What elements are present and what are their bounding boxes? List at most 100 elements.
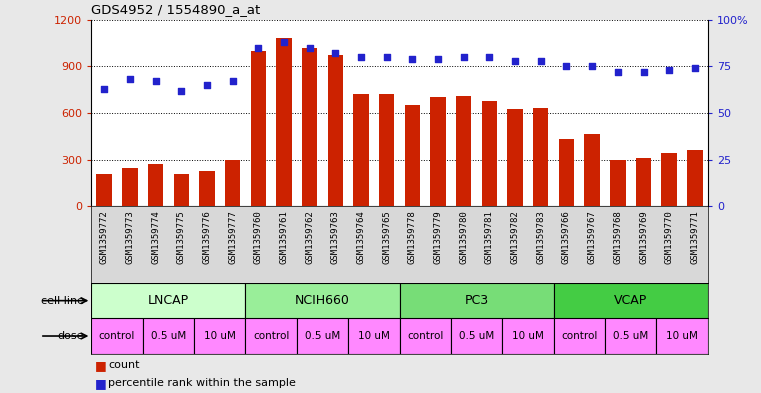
Bar bbox=[451, 318, 502, 354]
Text: GSM1359773: GSM1359773 bbox=[126, 210, 135, 264]
Text: control: control bbox=[99, 331, 135, 341]
Bar bbox=[349, 318, 400, 354]
Text: 0.5 uM: 0.5 uM bbox=[613, 331, 648, 341]
Bar bbox=[194, 318, 245, 354]
Text: GSM1359769: GSM1359769 bbox=[639, 210, 648, 264]
Text: GSM1359761: GSM1359761 bbox=[279, 210, 288, 264]
Point bbox=[535, 57, 547, 64]
Text: GSM1359766: GSM1359766 bbox=[562, 210, 571, 264]
Text: GSM1359780: GSM1359780 bbox=[459, 210, 468, 264]
Point bbox=[330, 50, 342, 56]
Text: PC3: PC3 bbox=[464, 294, 489, 307]
Text: GSM1359782: GSM1359782 bbox=[511, 210, 520, 264]
Point bbox=[149, 78, 161, 84]
Text: 0.5 uM: 0.5 uM bbox=[305, 331, 340, 341]
Bar bbox=[302, 48, 317, 206]
Text: GSM1359781: GSM1359781 bbox=[485, 210, 494, 264]
Point bbox=[509, 57, 521, 64]
Text: 10 uM: 10 uM bbox=[512, 331, 544, 341]
Bar bbox=[353, 94, 369, 206]
Bar bbox=[97, 174, 112, 206]
Text: 10 uM: 10 uM bbox=[204, 331, 236, 341]
Point bbox=[612, 69, 624, 75]
Bar bbox=[297, 318, 349, 354]
Text: control: control bbox=[253, 331, 289, 341]
Point bbox=[98, 86, 110, 92]
Point bbox=[304, 44, 316, 51]
Text: cell line: cell line bbox=[40, 296, 84, 306]
Bar bbox=[405, 105, 420, 206]
Bar bbox=[174, 174, 189, 206]
Text: GSM1359771: GSM1359771 bbox=[690, 210, 699, 264]
Bar bbox=[327, 55, 343, 206]
Bar bbox=[657, 318, 708, 354]
Bar bbox=[148, 164, 163, 206]
Text: count: count bbox=[108, 360, 139, 371]
Point bbox=[663, 67, 675, 73]
Text: GSM1359777: GSM1359777 bbox=[228, 210, 237, 264]
Bar bbox=[245, 283, 400, 318]
Bar bbox=[605, 318, 656, 354]
Text: 10 uM: 10 uM bbox=[666, 331, 698, 341]
Text: GSM1359760: GSM1359760 bbox=[253, 210, 263, 264]
Bar bbox=[122, 168, 138, 206]
Text: GDS4952 / 1554890_a_at: GDS4952 / 1554890_a_at bbox=[91, 3, 260, 16]
Point bbox=[124, 76, 136, 83]
Point bbox=[227, 78, 239, 84]
Point bbox=[586, 63, 598, 70]
Text: NCIH660: NCIH660 bbox=[295, 294, 350, 307]
Bar bbox=[91, 283, 245, 318]
Bar bbox=[554, 283, 708, 318]
Bar bbox=[225, 160, 240, 206]
Text: control: control bbox=[407, 331, 444, 341]
Text: GSM1359762: GSM1359762 bbox=[305, 210, 314, 264]
Text: GSM1359783: GSM1359783 bbox=[537, 210, 546, 264]
Bar bbox=[687, 150, 702, 206]
Bar bbox=[584, 134, 600, 206]
Text: 0.5 uM: 0.5 uM bbox=[151, 331, 186, 341]
Point bbox=[406, 56, 419, 62]
Bar bbox=[636, 158, 651, 206]
Point bbox=[175, 87, 187, 94]
Text: GSM1359763: GSM1359763 bbox=[331, 210, 340, 264]
Bar bbox=[508, 109, 523, 206]
Text: GSM1359778: GSM1359778 bbox=[408, 210, 417, 264]
Point bbox=[201, 82, 213, 88]
Text: GSM1359779: GSM1359779 bbox=[434, 210, 443, 264]
Point bbox=[380, 54, 393, 60]
Point bbox=[278, 39, 290, 45]
Text: 0.5 uM: 0.5 uM bbox=[459, 331, 494, 341]
Text: ■: ■ bbox=[95, 376, 107, 390]
Text: dose: dose bbox=[57, 331, 84, 341]
Text: GSM1359765: GSM1359765 bbox=[382, 210, 391, 264]
Text: GSM1359770: GSM1359770 bbox=[664, 210, 673, 264]
Point bbox=[355, 54, 367, 60]
Bar bbox=[431, 97, 446, 206]
Text: GSM1359767: GSM1359767 bbox=[587, 210, 597, 264]
Text: GSM1359775: GSM1359775 bbox=[177, 210, 186, 264]
Text: GSM1359768: GSM1359768 bbox=[613, 210, 622, 264]
Text: 10 uM: 10 uM bbox=[358, 331, 390, 341]
Bar bbox=[250, 51, 266, 206]
Bar bbox=[661, 153, 677, 206]
Bar bbox=[554, 318, 605, 354]
Point bbox=[560, 63, 572, 70]
Point bbox=[638, 69, 650, 75]
Text: GSM1359772: GSM1359772 bbox=[100, 210, 109, 264]
Point bbox=[483, 54, 495, 60]
Point bbox=[252, 44, 264, 51]
Text: GSM1359764: GSM1359764 bbox=[356, 210, 365, 264]
Bar bbox=[245, 318, 297, 354]
Bar bbox=[400, 283, 554, 318]
Text: LNCAP: LNCAP bbox=[148, 294, 189, 307]
Bar bbox=[456, 96, 472, 206]
Text: VCAP: VCAP bbox=[614, 294, 648, 307]
Text: percentile rank within the sample: percentile rank within the sample bbox=[108, 378, 296, 388]
Bar bbox=[610, 160, 626, 206]
Bar bbox=[91, 318, 143, 354]
Bar bbox=[143, 318, 194, 354]
Text: control: control bbox=[561, 331, 597, 341]
Text: GSM1359776: GSM1359776 bbox=[202, 210, 212, 264]
Bar bbox=[199, 171, 215, 206]
Bar bbox=[482, 101, 497, 206]
